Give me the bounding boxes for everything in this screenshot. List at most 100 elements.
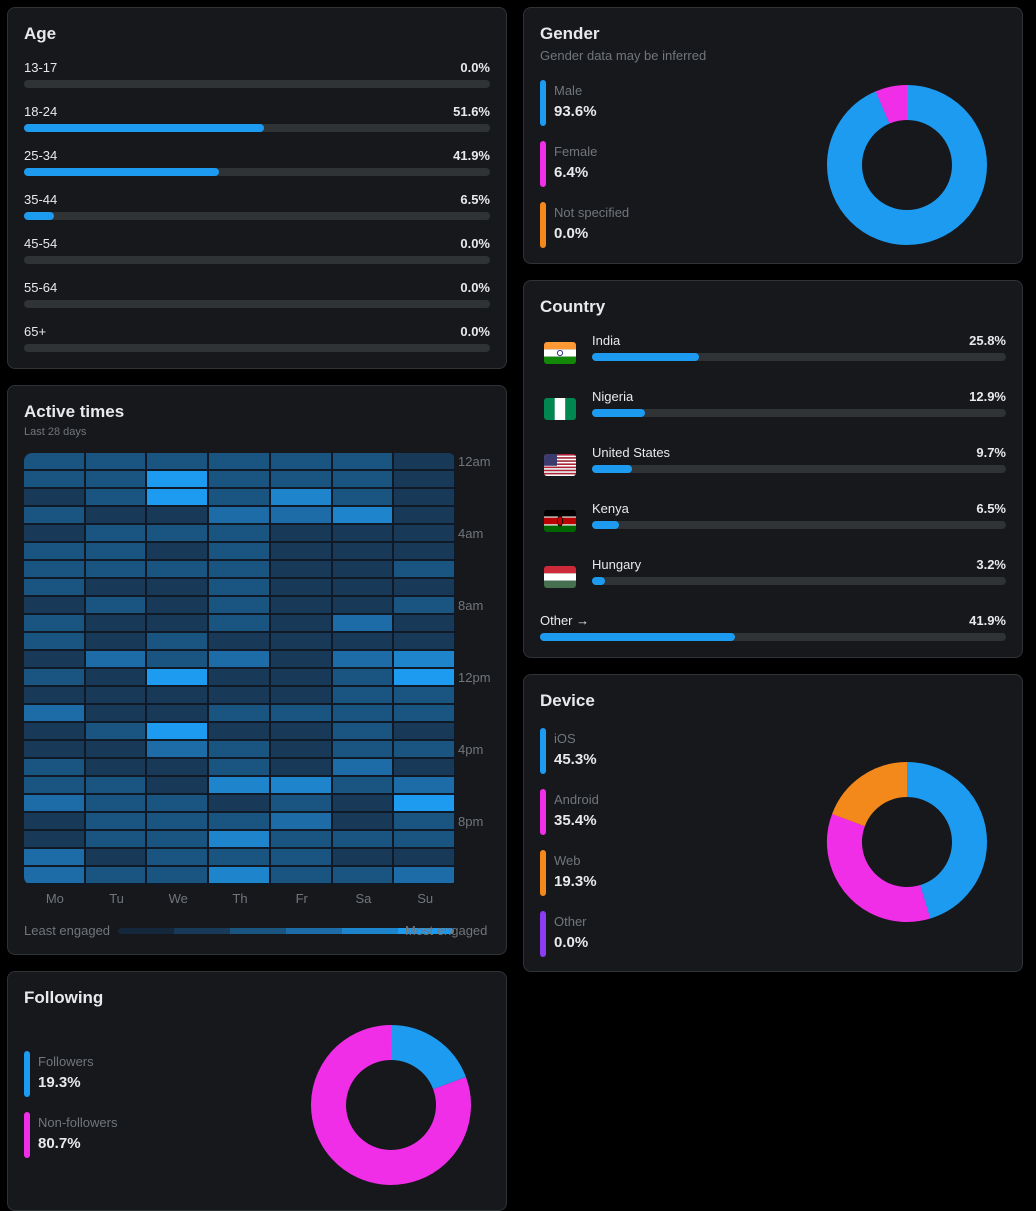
active-times-card: Active times Last 28 days 12am 4am 8am 12pm…	[7, 385, 507, 955]
heatmap-cell	[270, 867, 331, 883]
heatmap-cell	[332, 525, 393, 541]
heatmap-cell	[332, 759, 393, 775]
legend-value: 6.4%	[554, 164, 589, 181]
heatmap-cell	[147, 777, 208, 793]
heatmap-cell	[209, 741, 269, 757]
country-row-other[interactable]: Other → 41.9%	[540, 613, 1006, 653]
country-bar-track	[592, 577, 1006, 585]
legend-color-bar	[540, 850, 546, 896]
engagement-scale-segment	[342, 928, 398, 934]
usa-flag-icon	[544, 454, 576, 476]
legend-value: 19.3%	[554, 873, 597, 890]
heatmap-cell	[394, 633, 454, 649]
legend-label: iOS	[554, 731, 576, 746]
country-row-hungary: Hungary 3.2%	[540, 557, 1006, 597]
heatmap-cell	[147, 489, 208, 505]
heatmap-cell	[270, 687, 331, 703]
heatmap-cell	[209, 867, 269, 883]
heatmap-cell	[147, 579, 208, 595]
heatmap-cell	[394, 453, 454, 469]
gender-subtitle: Gender data may be inferred	[540, 48, 707, 63]
heatmap-cell	[24, 489, 84, 505]
heatmap-cell	[332, 687, 393, 703]
age-bar-track	[24, 256, 490, 264]
heatmap-cell	[85, 615, 146, 631]
age-bar-track	[24, 80, 490, 88]
heatmap-cell	[394, 849, 454, 865]
heatmap-cell	[270, 669, 331, 685]
heatmap-cell	[270, 813, 331, 829]
country-bar-fill	[592, 353, 699, 361]
age-row-2: 25-34 41.9%	[24, 148, 490, 192]
heatmap-cell	[394, 741, 454, 757]
heatmap-cell	[394, 831, 454, 847]
heatmap-cell	[209, 525, 269, 541]
heatmap-cell	[270, 705, 331, 721]
heatmap-cell	[209, 633, 269, 649]
heatmap-cell	[147, 741, 208, 757]
country-name: Nigeria	[592, 389, 634, 404]
engagement-scale-segment	[286, 928, 342, 934]
heatmap-cell	[147, 759, 208, 775]
age-row-3: 35-44 6.5%	[24, 192, 490, 236]
age-label: 18-24	[24, 104, 58, 119]
heatmap-cell	[270, 777, 331, 793]
country-bar-track	[592, 465, 1006, 473]
heatmap-cell	[147, 507, 208, 523]
heatmap-cell	[209, 813, 269, 829]
heatmap-cell	[147, 831, 208, 847]
heatmap-cell	[147, 633, 208, 649]
active-times-subtitle: Last 28 days	[24, 426, 87, 438]
heatmap-cell	[332, 867, 393, 883]
age-label: 55-64	[24, 280, 58, 295]
country-other-link[interactable]: Other →	[540, 613, 590, 628]
active-times-title: Active times	[24, 402, 125, 421]
most-engaged-label: Most engaged	[405, 923, 488, 938]
hungary-flag-icon	[544, 566, 576, 588]
age-label: 13-17	[24, 60, 58, 75]
legend-color-bar	[540, 728, 546, 774]
heatmap-cell	[332, 723, 393, 739]
heatmap-cell	[85, 561, 146, 577]
heatmap-cell	[85, 777, 146, 793]
heatmap-cell	[270, 543, 331, 559]
country-bar-fill	[592, 521, 619, 529]
heatmap-cell	[209, 579, 269, 595]
heatmap-cell	[394, 813, 454, 829]
heatmap-cell	[270, 723, 331, 739]
heatmap-cell	[209, 687, 269, 703]
country-bar-track	[592, 353, 1006, 361]
legend-value: 35.4%	[554, 812, 597, 829]
heatmap-cell	[24, 651, 84, 667]
country-name: Kenya	[592, 501, 629, 516]
day-label: Mo	[45, 891, 64, 906]
device-card: Device iOS 45.3% Android 35.4% Web 19.3% Other…	[523, 674, 1023, 972]
heatmap-cell	[332, 507, 393, 523]
heatmap-cell	[209, 615, 269, 631]
heatmap-cell	[332, 489, 393, 505]
heatmap-cell	[332, 561, 393, 577]
legend-value: 80.7%	[38, 1135, 81, 1152]
legend-color-bar	[540, 911, 546, 957]
heatmap-cell	[270, 651, 331, 667]
heatmap-cell	[270, 561, 331, 577]
following-donut-chart	[311, 1025, 471, 1185]
country-row-kenya: Kenya 6.5%	[540, 501, 1006, 541]
age-bar-fill	[24, 212, 55, 220]
age-row-5: 55-64 0.0%	[24, 280, 490, 324]
heatmap-cell	[85, 849, 146, 865]
age-value: 51.6%	[453, 104, 490, 119]
age-bar-track	[24, 344, 490, 352]
heatmap-cell	[394, 795, 454, 811]
heatmap-cell	[147, 813, 208, 829]
gender-title: Gender	[540, 24, 600, 43]
heatmap-cell	[24, 543, 84, 559]
age-label: 25-34	[24, 148, 58, 163]
heatmap-cell	[24, 507, 84, 523]
kenya-flag-icon	[544, 510, 576, 532]
country-value: 3.2%	[976, 557, 1006, 572]
age-value: 41.9%	[453, 148, 490, 163]
country-row-india: India 25.8%	[540, 333, 1006, 373]
day-label: Tu	[109, 891, 124, 906]
heatmap-cell	[332, 651, 393, 667]
